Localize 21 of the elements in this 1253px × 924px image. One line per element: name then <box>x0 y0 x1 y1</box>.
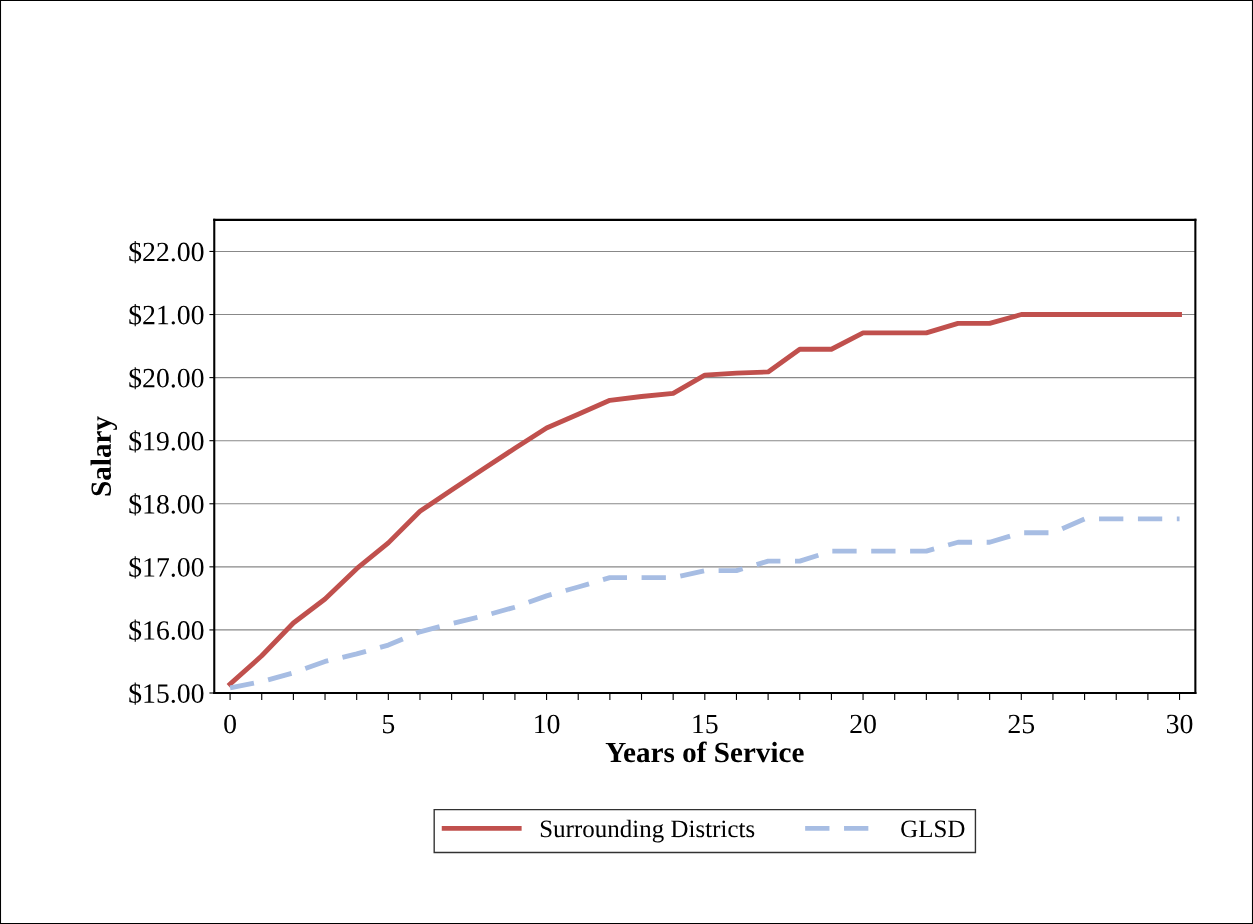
y-tick-label: $18.00 <box>129 493 204 516</box>
y-tick-label: $15.00 <box>129 682 204 705</box>
x-tick-label: 5 <box>383 714 395 734</box>
x-tick-label: 15 <box>693 714 718 734</box>
y-tick-label: $20.00 <box>129 367 204 390</box>
x-axis-title: Years of Service <box>605 741 804 763</box>
x-tick-label: 0 <box>224 714 236 734</box>
x-tick-label: 30 <box>1166 714 1193 734</box>
y-tick-label: $21.00 <box>129 304 204 327</box>
y-axis-title: Salary <box>90 416 118 496</box>
y-tick-label: $17.00 <box>129 556 204 579</box>
y-tick-label: $16.00 <box>129 619 204 642</box>
line-series <box>227 516 1182 691</box>
x-tick-label: 10 <box>535 714 560 734</box>
legend-label: GLSD <box>901 820 965 838</box>
y-tick-label: $19.00 <box>129 430 204 453</box>
line-series <box>227 312 1182 687</box>
x-tick-label: 25 <box>1008 714 1035 734</box>
x-tick-label: 20 <box>850 714 876 734</box>
y-tick-label: $22.00 <box>129 240 204 264</box>
legend-label: Surrounding Districts <box>540 819 755 843</box>
